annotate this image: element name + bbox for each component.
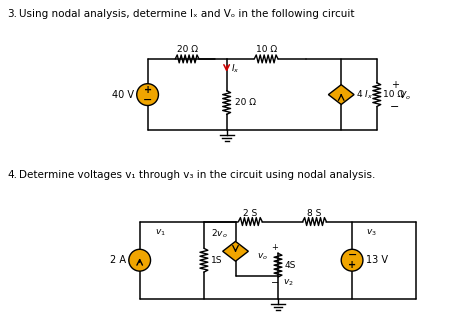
Text: 2 S: 2 S (243, 208, 257, 218)
Text: 13 V: 13 V (366, 255, 388, 265)
Text: 10 Ω: 10 Ω (383, 90, 404, 99)
Polygon shape (223, 241, 248, 261)
Text: 4S: 4S (285, 261, 296, 270)
Text: 1S: 1S (211, 256, 222, 265)
Text: 40 V: 40 V (112, 90, 134, 100)
Text: 4.: 4. (7, 170, 18, 180)
Circle shape (129, 249, 151, 271)
Text: −: − (390, 102, 399, 112)
Text: $v_3$: $v_3$ (366, 227, 377, 238)
Text: 10 Ω: 10 Ω (255, 45, 277, 54)
Text: $V_o$: $V_o$ (399, 89, 410, 102)
Text: $v_1$: $v_1$ (155, 227, 165, 238)
Text: +: + (236, 251, 243, 260)
Circle shape (341, 249, 363, 271)
Text: 8 S: 8 S (307, 208, 322, 218)
Text: −: − (271, 278, 279, 288)
Text: 2$v_o$: 2$v_o$ (211, 227, 228, 240)
Text: +: + (272, 243, 278, 252)
Circle shape (137, 84, 158, 106)
Text: Determine voltages v₁ through v₃ in the circuit using nodal analysis.: Determine voltages v₁ through v₃ in the … (19, 170, 375, 180)
Text: 3.: 3. (7, 9, 18, 19)
Text: +: + (391, 80, 399, 90)
Text: −: − (347, 250, 357, 260)
Text: +: + (348, 260, 356, 270)
Text: −: − (143, 95, 152, 105)
Text: Using nodal analysis, determine Iₓ and Vₒ in the following circuit: Using nodal analysis, determine Iₓ and V… (19, 9, 355, 19)
Polygon shape (328, 85, 354, 105)
Text: $I_x$: $I_x$ (230, 62, 239, 75)
Text: $v_o$: $v_o$ (257, 252, 268, 263)
Text: 2 A: 2 A (110, 255, 126, 265)
Text: 4 $I_x$: 4 $I_x$ (356, 88, 373, 101)
Text: +: + (144, 85, 152, 95)
Text: $v_2$: $v_2$ (283, 277, 294, 288)
Text: 20 Ω: 20 Ω (235, 98, 255, 107)
Text: 20 Ω: 20 Ω (177, 45, 198, 54)
